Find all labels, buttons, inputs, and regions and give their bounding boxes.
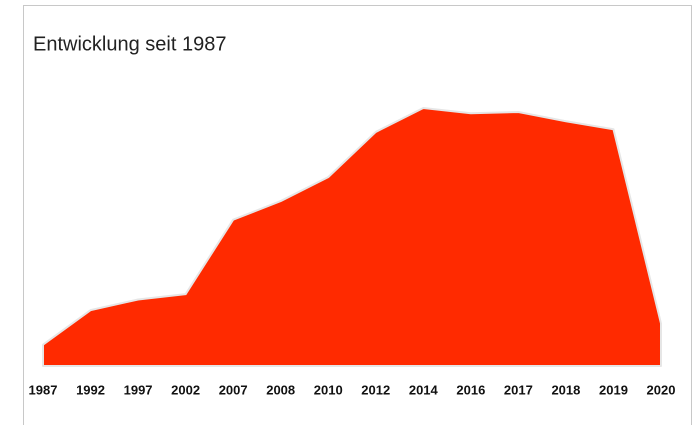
area xyxy=(42,106,662,367)
x-tick-label: 2017 xyxy=(504,382,533,397)
chart-title: Entwicklung seit 1987 xyxy=(33,33,226,55)
x-tick-label: 2010 xyxy=(314,382,343,397)
x-tick-label: 2014 xyxy=(409,382,439,397)
x-tick-label: 2007 xyxy=(219,382,248,397)
x-tick-label: 1992 xyxy=(76,382,105,397)
x-tick-label: 2012 xyxy=(361,382,390,397)
x-tick-label: 1987 xyxy=(29,382,58,397)
x-tick-label: 2020 xyxy=(647,382,676,397)
x-tick-label: 2016 xyxy=(456,382,485,397)
x-tick-label: 2019 xyxy=(599,382,628,397)
x-tick-label: 2008 xyxy=(266,382,295,397)
x-tick-label: 2018 xyxy=(551,382,580,397)
x-tick-label: 1997 xyxy=(124,382,153,397)
x-tick-label: 2002 xyxy=(171,382,200,397)
